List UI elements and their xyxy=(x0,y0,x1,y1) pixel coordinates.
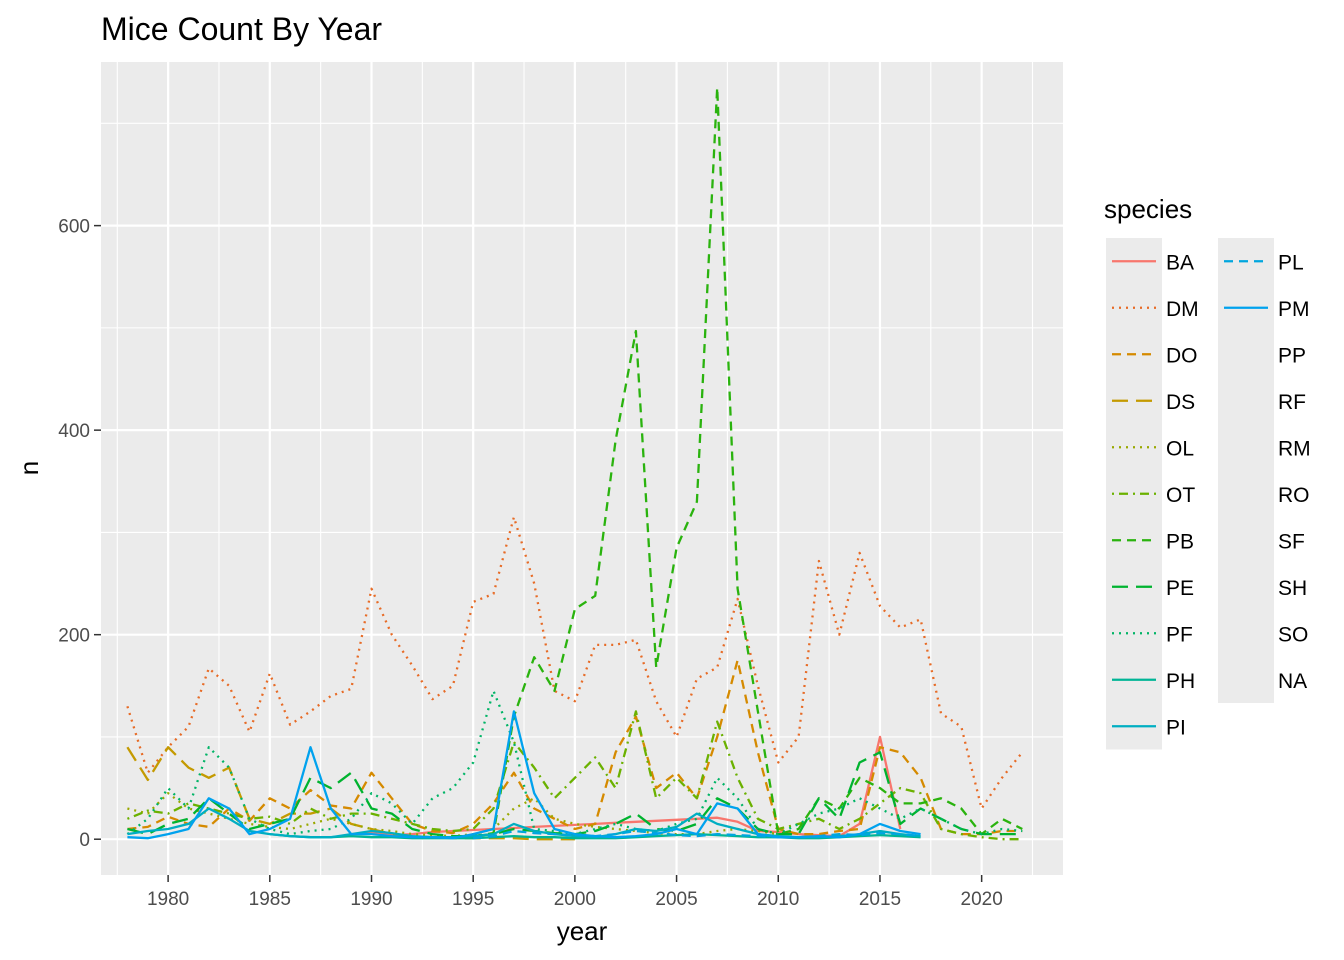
series-layer xyxy=(126,86,1024,841)
legend-label-na: NA xyxy=(1278,670,1307,693)
series-line-dm xyxy=(126,515,1024,810)
y-tick-label: 200 xyxy=(58,626,90,647)
plot-panel xyxy=(101,62,1063,875)
series-line-ds xyxy=(126,746,575,841)
y-tick-label: 0 xyxy=(79,830,90,851)
legend-key-bg xyxy=(1218,424,1274,471)
legend-label-ro: RO xyxy=(1278,484,1310,507)
y-axis-title: n xyxy=(14,461,44,475)
legend-label-ba: BA xyxy=(1166,251,1194,274)
legend-label-pi: PI xyxy=(1166,716,1186,739)
x-axis: 1980 1985 1990 1995 2000 2005 2010 2015 2020 xyxy=(147,875,1003,910)
legend-key-bg xyxy=(1218,377,1274,424)
series-line-pm xyxy=(127,710,921,840)
legend-key-bg xyxy=(1218,563,1274,610)
legend-label-pe: PE xyxy=(1166,577,1194,600)
x-axis-title: year xyxy=(557,916,608,946)
x-tick-label: 2010 xyxy=(757,889,799,910)
legend-label-sh: SH xyxy=(1278,577,1307,600)
legend-label-pf: PF xyxy=(1166,623,1193,646)
legend-label-rf: RF xyxy=(1278,391,1306,414)
legend-label-so: SO xyxy=(1278,623,1308,646)
legend-label-pp: PP xyxy=(1278,344,1306,367)
legend-key-bg xyxy=(1218,331,1274,378)
x-tick-label: 2000 xyxy=(554,889,596,910)
legend-label-rm: RM xyxy=(1278,437,1311,460)
x-tick-label: 1995 xyxy=(452,889,494,910)
series-line-pl xyxy=(473,829,921,840)
chart-title: Mice Count By Year xyxy=(101,11,382,47)
legend-title: species xyxy=(1104,194,1192,224)
legend-label-pb: PB xyxy=(1166,530,1194,553)
legend-key-bg xyxy=(1218,656,1274,703)
legend-label-ph: PH xyxy=(1166,670,1195,693)
series-line-pf xyxy=(126,689,1023,836)
legend-key-bg xyxy=(1218,470,1274,517)
y-axis: 0 200 400 600 xyxy=(58,217,101,851)
x-tick-label: 2015 xyxy=(859,889,901,910)
y-tick-label: 600 xyxy=(58,217,90,238)
y-tick-label: 400 xyxy=(58,421,90,442)
x-tick-label: 1990 xyxy=(350,889,392,910)
x-tick-label: 2020 xyxy=(961,889,1003,910)
legend-label-pl: PL xyxy=(1278,251,1304,274)
legend-label-ds: DS xyxy=(1166,391,1195,414)
legend: species BA DM DO DS OL OT PB PE PF PH PI PL PM PP RF RM… xyxy=(1104,194,1311,750)
x-tick-label: 2005 xyxy=(655,889,697,910)
series-line-ot xyxy=(126,710,1023,841)
legend-label-pm: PM xyxy=(1278,298,1310,321)
legend-label-sf: SF xyxy=(1278,530,1305,553)
legend-label-do: DO xyxy=(1166,344,1198,367)
legend-label-ol: OL xyxy=(1166,437,1194,460)
series-line-pb xyxy=(473,86,1023,838)
x-tick-label: 1985 xyxy=(249,889,291,910)
legend-key-bg xyxy=(1218,610,1274,657)
legend-key-bg xyxy=(1218,517,1274,564)
series-line-do xyxy=(127,659,1023,836)
x-tick-label: 1980 xyxy=(147,889,189,910)
legend-label-dm: DM xyxy=(1166,298,1199,321)
legend-label-ot: OT xyxy=(1166,484,1195,507)
